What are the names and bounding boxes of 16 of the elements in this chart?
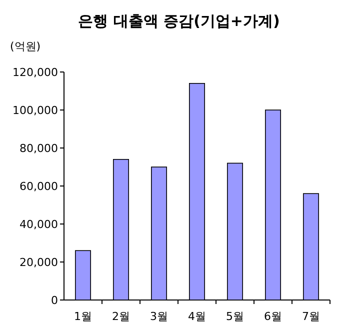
x-tick-label: 3월 <box>150 310 168 323</box>
y-tick-label: 0 <box>51 294 58 307</box>
y-tick-label: 120,000 <box>12 66 58 79</box>
chart-title: 은행 대출액 증감(기업+가계) <box>78 12 280 30</box>
y-axis-title: (억원) <box>10 40 41 53</box>
x-tick-label: 1월 <box>74 310 92 323</box>
y-tick-label: 80,000 <box>20 142 58 155</box>
y-tick-label: 100,000 <box>12 104 58 117</box>
x-tick-label: 6월 <box>264 310 282 323</box>
x-tick-label: 2월 <box>112 310 130 323</box>
x-tick-label: 7월 <box>302 310 320 323</box>
y-tick-label: 20,000 <box>20 256 58 269</box>
x-tick-label: 5월 <box>226 310 244 323</box>
y-tick-label: 40,000 <box>20 218 58 231</box>
y-tick-label: 60,000 <box>20 180 58 193</box>
x-tick-label: 4월 <box>188 310 206 323</box>
